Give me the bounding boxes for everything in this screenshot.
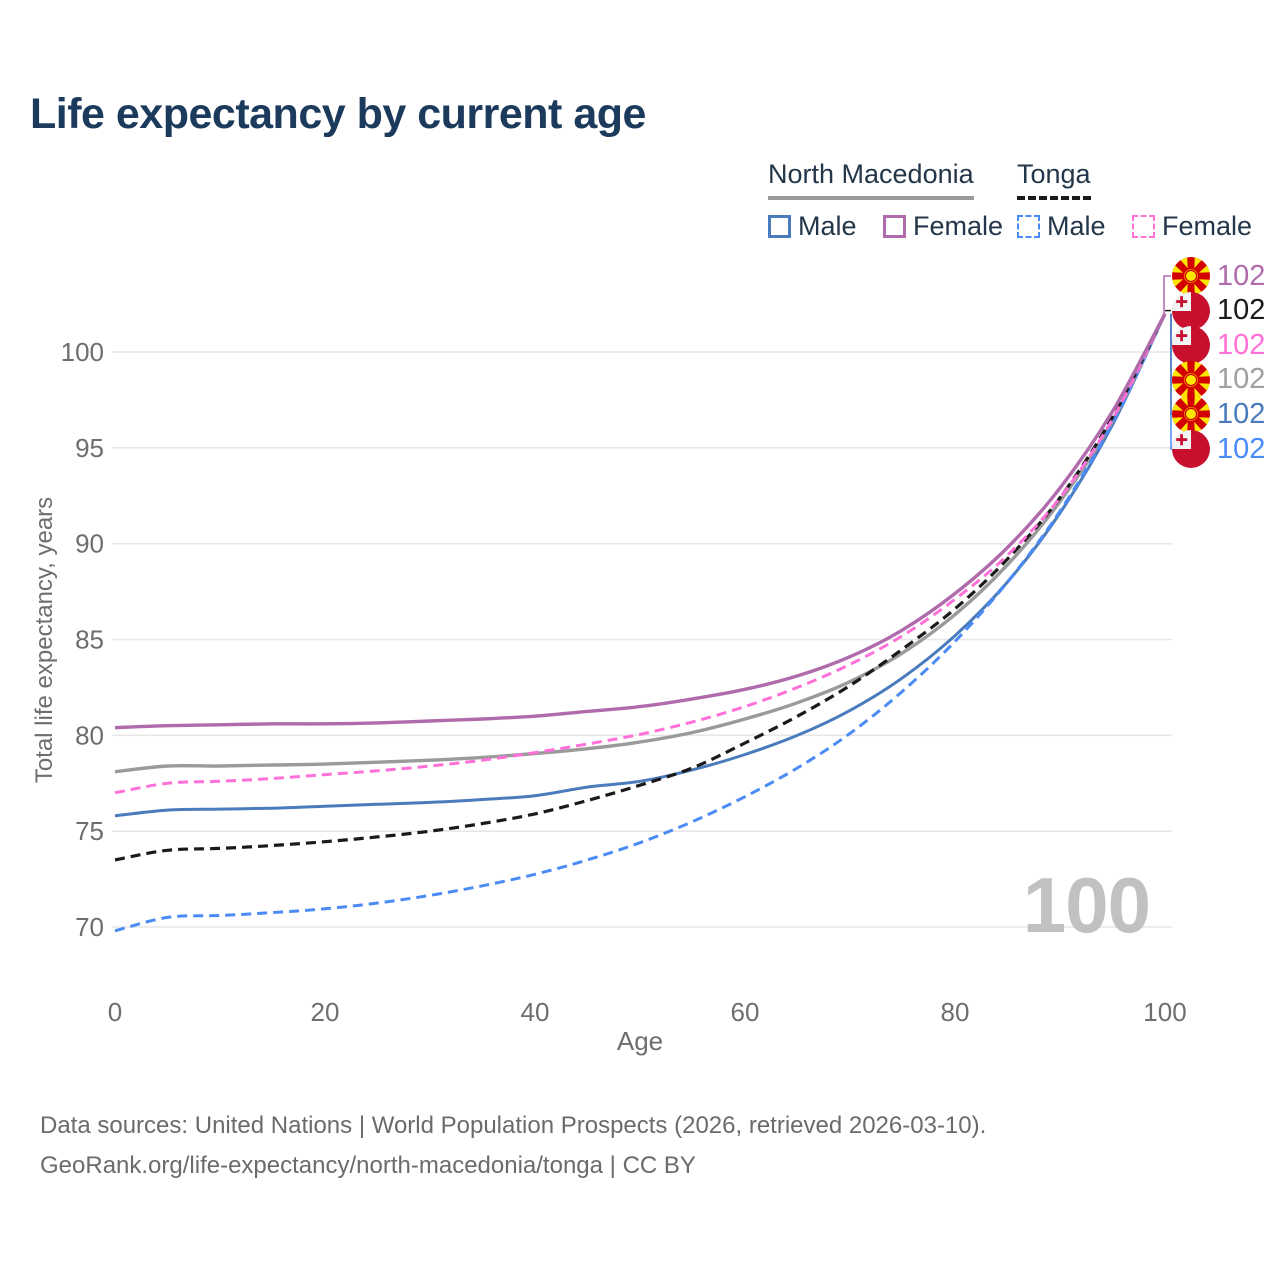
footer-source-line: Data sources: United Nations | World Pop…: [40, 1112, 987, 1139]
y-tick-label-100: 100: [61, 337, 104, 367]
end-value-nm_female: 102: [1217, 259, 1266, 292]
footer: Data sources: United Nations | World Pop…: [40, 1106, 1240, 1186]
end-label-row-tonga_male[interactable]: 102: [1172, 430, 1265, 468]
x-tick-label-100: 100: [1143, 997, 1186, 1027]
legend-country-label-north-macedonia[interactable]: North Macedonia: [768, 159, 974, 200]
series-line-tonga_male[interactable]: [114, 313, 1167, 933]
y-tick-label-85: 85: [75, 624, 104, 654]
series-line-nm_female[interactable]: [114, 312, 1167, 730]
flag-north-macedonia-icon: [1172, 395, 1210, 434]
x-tick-label-40: 40: [521, 997, 550, 1027]
legend-swatch-icon: [1131, 214, 1155, 238]
series-line-tonga_female[interactable]: [114, 313, 1167, 795]
leader-line-nm_female: [1163, 275, 1171, 314]
end-value-nm_total: 102: [1217, 363, 1266, 396]
legend-item-tonga-female[interactable]: Female: [1131, 210, 1253, 242]
end-label-row-tonga_female[interactable]: 102: [1172, 326, 1266, 365]
end-value-tonga_male: 102: [1217, 432, 1266, 465]
flag-tonga-icon: [1172, 430, 1210, 468]
legend-group-north-macedonia: North Macedonia Male Female: [768, 159, 1025, 243]
end-value-tonga_total: 102: [1217, 294, 1266, 327]
flag-tonga-icon: [1172, 326, 1210, 365]
legend-swatch-icon: [882, 214, 906, 238]
legend-item-label: Female: [1161, 210, 1253, 241]
end-label-row-nm_female[interactable]: 102: [1172, 257, 1265, 295]
age-indicator-watermark: 100: [1022, 861, 1151, 949]
x-tick-label-80: 80: [941, 997, 970, 1027]
page-title: Life expectancy by current age: [30, 90, 646, 138]
legend-item-label: Male: [798, 210, 857, 241]
legend-item-north-macedonia-female[interactable]: Female: [882, 210, 1004, 242]
legend-swatch-icon: [1017, 214, 1040, 238]
flag-north-macedonia-icon: [1172, 360, 1210, 399]
legend-group-tonga: Tonga Male Female: [1017, 159, 1274, 243]
legend-item-north-macedonia-male[interactable]: Male: [768, 211, 857, 242]
end-label-row-nm_total[interactable]: 102: [1172, 360, 1266, 399]
legend: North Macedonia Male Female Tonga Male: [0, 159, 1280, 243]
series-line-tonga_total[interactable]: [114, 312, 1167, 862]
x-tick-label-60: 60: [731, 997, 760, 1027]
y-tick-label-70: 70: [75, 912, 104, 942]
x-tick-label-0: 0: [108, 997, 122, 1027]
legend-item-tonga-male[interactable]: Male: [1017, 211, 1106, 242]
end-label-row-tonga_total[interactable]: 102: [1172, 291, 1266, 330]
y-tick-label-95: 95: [75, 433, 104, 463]
series-line-nm_total[interactable]: [114, 312, 1167, 774]
footer-url-line: GeoRank.org/life-expectancy/north-macedo…: [40, 1152, 696, 1179]
end-label-row-nm_male[interactable]: 102: [1172, 395, 1266, 434]
end-value-nm_male: 102: [1217, 397, 1266, 430]
flag-north-macedonia-icon: [1172, 257, 1210, 295]
flag-tonga-icon: [1172, 291, 1210, 330]
y-tick-label-80: 80: [75, 720, 104, 750]
y-tick-label-75: 75: [75, 816, 104, 846]
end-value-tonga_female: 102: [1217, 328, 1266, 361]
y-tick-label-90: 90: [75, 529, 104, 559]
legend-country-label-tonga[interactable]: Tonga: [1017, 159, 1091, 200]
legend-swatch-icon: [768, 214, 791, 238]
x-tick-label-20: 20: [311, 997, 340, 1027]
legend-item-label: Male: [1047, 210, 1106, 241]
legend-item-label: Female: [912, 210, 1004, 241]
x-axis-label: Age: [616, 1026, 664, 1056]
